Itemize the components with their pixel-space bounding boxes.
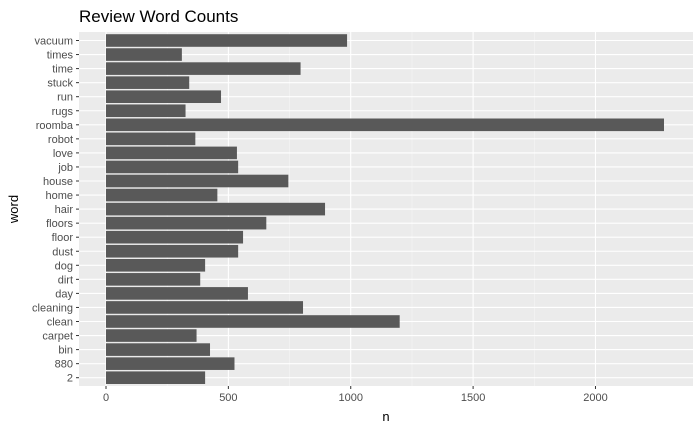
x-axis-ticks: 0 500 1000 1500 2000 [103,386,608,404]
y-tick-label: home [45,190,73,202]
y-tick-label: hair [55,204,74,216]
bar-day [106,287,248,300]
y-tick-label: job [57,162,73,174]
bar-floor [106,230,244,244]
y-tick-label: dirt [58,274,73,286]
y-tick-label: dog [55,260,73,272]
y-tick-label: day [55,288,73,300]
bar-rugs [106,104,186,118]
y-tick-label: rugs [52,106,74,118]
y-tick-label: bin [58,345,73,357]
chart-title: Review Word Counts [79,7,238,26]
y-tick-label: love [53,148,73,160]
bar-robot [106,132,196,146]
bar-run [106,90,222,103]
bar-2 [106,371,206,384]
bar-dirt [106,273,201,286]
grid [79,32,693,386]
x-tick-label: 500 [219,392,237,404]
y-tick-label: roomba [36,120,74,132]
bar-job [106,160,239,174]
bar-floors [106,216,267,230]
y-tick-label: floors [46,218,73,230]
bar-bin [106,343,211,356]
y-tick-label: vacuum [34,36,73,48]
y-tick-label: 2 [67,373,73,385]
x-tick-label: 1500 [461,392,485,404]
bar-clean [106,315,400,328]
bar-time [106,62,301,75]
y-tick-label: 880 [55,359,73,371]
x-tick-label: 0 [103,392,109,404]
y-tick-label: cleaning [32,302,73,314]
bars [106,34,664,384]
y-tick-label: time [52,64,73,76]
y-axis-ticks: vacuum times time stuck run rugs roomba robot lo… [32,36,79,385]
y-tick-label: house [43,176,73,188]
x-axis-title: n [382,409,389,424]
bar-dog [106,259,206,272]
y-tick-label: run [57,92,73,104]
bar-stuck [106,76,190,89]
bar-cleaning [106,301,304,314]
bar-880 [106,357,235,370]
x-tick-label: 1000 [338,392,362,404]
bar-carpet [106,329,197,342]
bar-vacuum [106,34,348,47]
bar-times [106,48,182,61]
y-tick-label: times [47,50,74,62]
x-tick-label: 2000 [583,392,607,404]
y-tick-label: robot [48,134,73,146]
bar-house [106,174,289,188]
bar-love [106,146,237,160]
y-tick-label: dust [52,246,73,258]
bar-roomba [106,118,664,132]
y-tick-label: clean [47,317,73,329]
bar-home [106,188,218,202]
y-tick-label: floor [52,232,74,244]
bar-dust [106,244,239,258]
y-tick-label: carpet [42,331,73,343]
y-axis-title: word [6,195,21,224]
bar-hair [106,202,326,216]
y-tick-label: stuck [47,78,73,90]
